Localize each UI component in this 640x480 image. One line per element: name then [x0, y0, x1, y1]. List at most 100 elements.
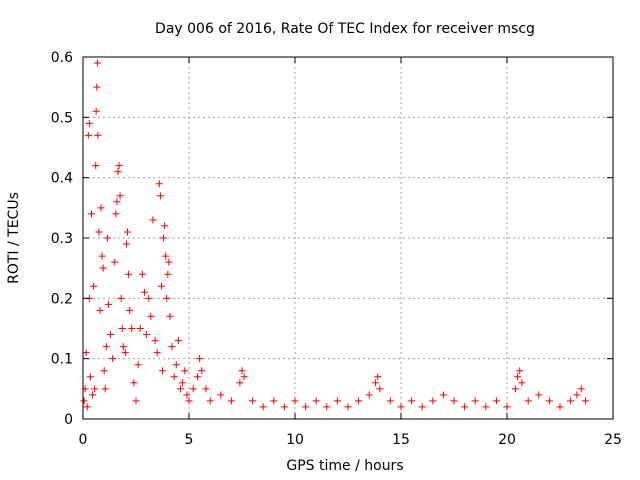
data-point	[92, 107, 100, 115]
data-point	[113, 198, 121, 206]
data-point	[174, 337, 182, 345]
data-point	[132, 397, 140, 405]
data-point	[168, 343, 176, 351]
data-point	[162, 252, 170, 260]
data-point	[193, 373, 201, 381]
data-point	[450, 397, 458, 405]
data-point	[86, 373, 94, 381]
data-point	[217, 391, 225, 399]
data-point	[87, 210, 95, 218]
data-point	[124, 228, 132, 236]
data-point	[376, 385, 384, 393]
data-point	[145, 294, 153, 302]
data-point	[577, 385, 585, 393]
data-point	[117, 294, 125, 302]
data-point	[136, 325, 144, 332]
data-point	[514, 373, 522, 381]
data-point	[91, 385, 99, 393]
data-point	[183, 391, 191, 399]
data-point	[96, 306, 104, 314]
data-point	[104, 300, 112, 308]
data-point	[114, 168, 122, 176]
data-point	[121, 349, 129, 357]
data-point	[280, 403, 288, 411]
data-point	[516, 367, 524, 375]
x-tick-label: 10	[286, 432, 304, 448]
y-tick-label: 0.2	[51, 291, 73, 307]
data-point	[429, 397, 437, 405]
data-point	[147, 312, 155, 320]
data-point	[492, 397, 500, 405]
x-tick-label: 0	[79, 432, 88, 448]
data-point	[177, 385, 185, 393]
data-point	[179, 379, 187, 387]
data-point	[134, 361, 142, 369]
y-tick-label: 0.5	[51, 110, 73, 126]
data-point	[143, 331, 151, 339]
y-axis-label: ROTI / TECUs	[6, 192, 22, 284]
data-point	[397, 403, 405, 411]
data-point	[196, 355, 204, 363]
data-point	[149, 216, 157, 224]
y-tick-label: 0.3	[51, 231, 73, 247]
x-axis-label: GPS time / hours	[286, 458, 403, 474]
data-point	[89, 391, 97, 399]
data-point	[103, 234, 111, 242]
data-point	[524, 397, 532, 405]
grid-lines	[83, 57, 613, 419]
data-point	[160, 234, 168, 242]
data-point	[95, 228, 103, 236]
data-point	[94, 131, 102, 139]
data-point	[189, 385, 197, 393]
data-point	[236, 379, 244, 387]
x-tick-label: 25	[604, 432, 622, 448]
data-point	[312, 397, 320, 405]
data-point	[153, 349, 161, 357]
data-point	[155, 180, 163, 188]
data-point	[151, 337, 159, 345]
data-point	[238, 367, 246, 375]
data-point	[408, 397, 416, 405]
data-point	[227, 397, 235, 405]
data-point	[372, 379, 380, 387]
data-point	[107, 331, 115, 339]
y-tick-label: 0.4	[51, 171, 73, 187]
data-point	[418, 403, 426, 411]
data-point	[535, 391, 543, 399]
data-point	[157, 282, 165, 290]
data-point	[172, 361, 180, 369]
data-point	[90, 282, 98, 290]
data-point	[270, 397, 278, 405]
data-point	[164, 270, 172, 278]
x-tick-labels: 0 5 10 15 20 25	[79, 432, 622, 448]
data-point	[573, 391, 581, 399]
data-point	[161, 222, 169, 230]
data-point	[511, 385, 519, 393]
data-point	[85, 119, 93, 127]
data-point	[365, 391, 373, 399]
data-point	[482, 403, 490, 411]
data-point	[567, 397, 575, 405]
data-point	[93, 59, 101, 67]
data-point	[471, 397, 479, 405]
data-point	[84, 131, 92, 139]
data-point	[240, 373, 248, 381]
data-point	[128, 325, 136, 332]
data-point	[118, 325, 126, 332]
data-point	[374, 373, 382, 381]
chart-title: Day 006 of 2016, Rate Of TEC Index for r…	[155, 21, 535, 37]
data-point	[97, 204, 105, 212]
data-point	[581, 397, 589, 405]
data-point	[249, 397, 257, 405]
x-tick-label: 5	[185, 432, 194, 448]
y-tick-label: 0.6	[51, 50, 73, 66]
data-point	[556, 403, 564, 411]
data-point	[302, 403, 310, 411]
data-point	[101, 385, 109, 393]
data-point	[198, 367, 206, 375]
data-point	[545, 397, 553, 405]
axis-ticks	[82, 56, 614, 420]
x-tick-label: 20	[498, 432, 516, 448]
data-point	[159, 367, 166, 375]
